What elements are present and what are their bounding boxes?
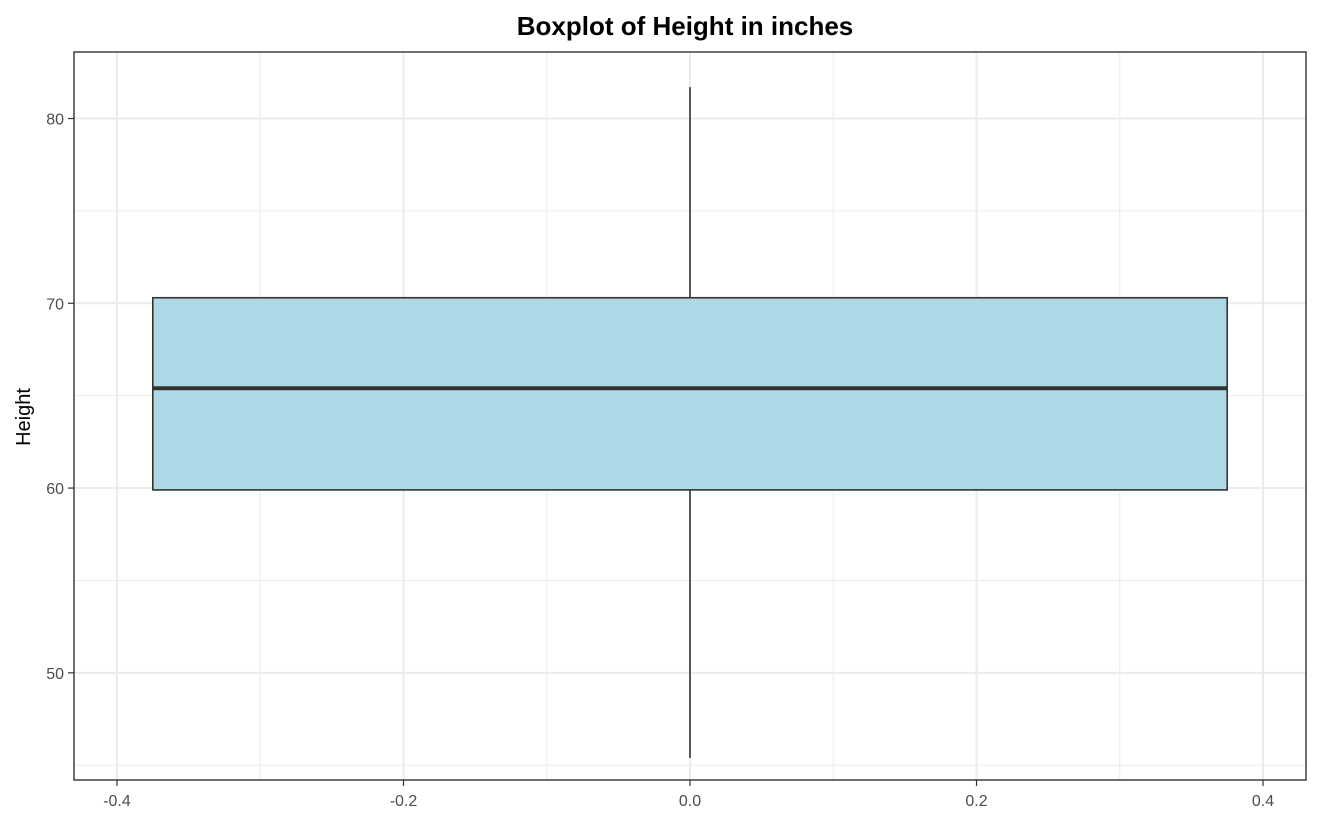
y-tick-label: 60 xyxy=(46,481,64,498)
y-tick-label: 70 xyxy=(46,296,64,313)
boxplot-marks xyxy=(151,87,1229,758)
x-tick-label: -0.2 xyxy=(390,793,418,810)
y-tick-label: 80 xyxy=(46,112,64,129)
y-axis-title: Height xyxy=(13,388,35,446)
x-tick-label: 0.2 xyxy=(965,793,987,810)
iqr-box xyxy=(151,296,1229,491)
x-tick-label: -0.4 xyxy=(103,793,131,810)
x-tick-label: 0.4 xyxy=(1252,793,1274,810)
x-tick-label: 0.0 xyxy=(679,793,701,810)
chart-title: Boxplot of Height in inches xyxy=(517,11,854,41)
y-tick-label: 50 xyxy=(46,666,64,683)
axis-ticks: -0.4 -0.2 0.0 0.2 0.4 50 60 70 80 xyxy=(46,112,1274,810)
